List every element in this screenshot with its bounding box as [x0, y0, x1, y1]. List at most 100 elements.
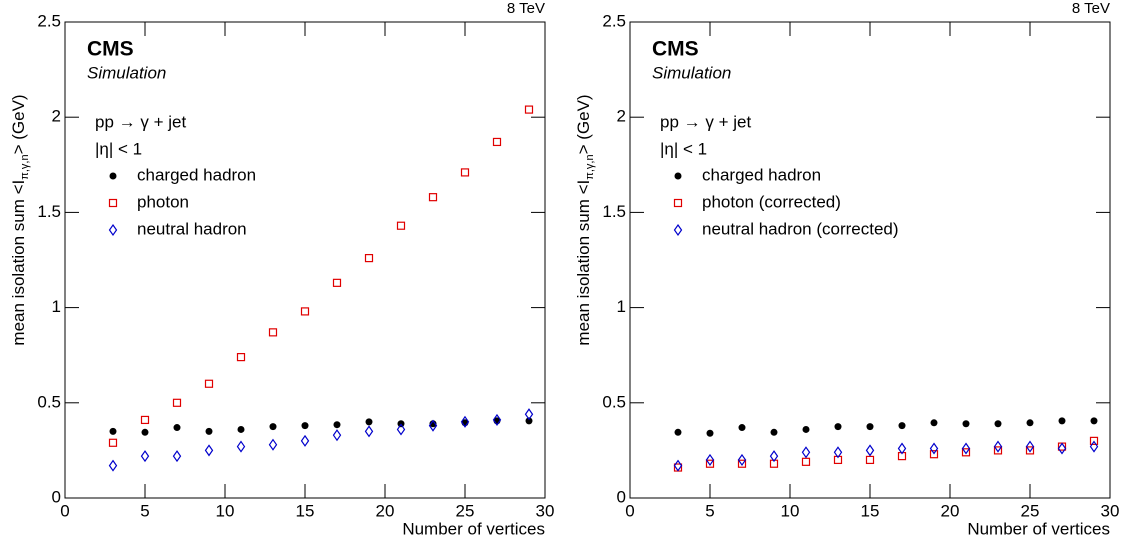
- x-tick-label: 30: [536, 501, 555, 520]
- legend-marker: [674, 172, 682, 180]
- legend-label: photon (corrected): [702, 192, 841, 211]
- annotation: pp → γ + jet: [95, 112, 186, 131]
- marker-square: [396, 221, 406, 230]
- marker-square: [428, 193, 438, 202]
- legend-marker: [108, 198, 118, 208]
- subtitle: Simulation: [87, 63, 166, 82]
- marker-square: [961, 448, 971, 457]
- y-tick-label: 0.5: [602, 392, 626, 411]
- marker-square: [300, 307, 310, 316]
- experiment-label: CMS: [87, 38, 134, 61]
- marker-square: [140, 415, 150, 425]
- x-axis-label: Number of vertices: [967, 519, 1110, 538]
- marker-square: [332, 278, 342, 287]
- marker-diamond: [1089, 440, 1099, 453]
- marker-square: [460, 168, 470, 177]
- y-tick-label: 2.5: [602, 11, 626, 30]
- y-tick-label: 1.5: [37, 202, 61, 221]
- marker-diamond: [108, 459, 118, 472]
- marker-diamond: [460, 415, 470, 428]
- panel: 0 5 10 15 20 25 30 0 0.5 1 1.5 2 2.5 8 TeV Number of v…: [574, 0, 1119, 538]
- marker-circle: [994, 420, 1002, 428]
- x-tick-label: 30: [1101, 501, 1120, 520]
- marker-circle: [237, 425, 245, 433]
- legend-marker: [673, 198, 683, 208]
- marker-diamond: [673, 459, 683, 472]
- y-axis-label-part: mean isolation sum <I: [574, 180, 593, 346]
- y-tick-label: 2.5: [37, 11, 61, 30]
- marker-diamond: [705, 453, 715, 466]
- marker-square: [268, 328, 278, 337]
- marker-square: [204, 379, 214, 388]
- x-tick-label: 25: [456, 501, 475, 520]
- energy-label: 8 TeV: [507, 0, 545, 17]
- marker-square: [236, 353, 246, 362]
- legend-marker: [108, 223, 118, 237]
- y-axis-label: mean isolation sum <Iπ,γ,n> (GeV): [574, 94, 595, 345]
- x-tick-label: 15: [861, 501, 880, 520]
- marker-diamond: [396, 423, 406, 436]
- marker-circle: [962, 420, 970, 428]
- legend-label: charged hadron: [137, 165, 256, 184]
- marker-diamond: [204, 444, 214, 457]
- subtitle: Simulation: [652, 63, 731, 82]
- marker-diamond: [332, 429, 342, 442]
- legend-marker: [673, 223, 683, 237]
- legend-label: neutral hadron (corrected): [702, 219, 899, 238]
- marker-circle: [738, 424, 746, 432]
- marker-circle: [173, 424, 181, 432]
- marker-diamond: [1025, 440, 1035, 453]
- x-tick-label: 0: [625, 501, 634, 520]
- marker-diamond: [140, 450, 150, 463]
- x-tick-label: 0: [60, 501, 69, 520]
- marker-diamond: [737, 453, 747, 466]
- x-tick-label: 5: [705, 501, 714, 520]
- y-tick-label: 0.5: [37, 392, 61, 411]
- marker-square: [364, 253, 374, 263]
- experiment-label: CMS: [652, 38, 699, 61]
- marker-square: [737, 459, 747, 468]
- marker-diamond: [524, 408, 534, 421]
- marker-square: [524, 105, 534, 114]
- y-axis-label-part: > (GeV): [9, 94, 28, 154]
- marker-circle: [674, 428, 682, 436]
- y-tick-label: 1: [52, 297, 61, 316]
- y-axis-label-part: > (GeV): [574, 94, 593, 154]
- marker-diamond: [929, 442, 939, 455]
- marker-diamond: [492, 413, 502, 426]
- marker-circle: [365, 418, 373, 426]
- marker-circle: [802, 425, 810, 433]
- marker-diamond: [1057, 442, 1067, 455]
- marker-diamond: [993, 440, 1003, 453]
- x-tick-label: 20: [941, 501, 960, 520]
- marker-diamond: [769, 450, 779, 463]
- x-tick-label: 15: [296, 501, 315, 520]
- marker-circle: [205, 427, 213, 435]
- marker-circle: [706, 429, 714, 437]
- marker-circle: [1026, 419, 1034, 427]
- marker-circle: [269, 423, 277, 431]
- marker-circle: [525, 417, 533, 425]
- y-tick-label: 2: [617, 107, 626, 126]
- y-tick-label: 0: [617, 487, 626, 506]
- marker-diamond: [364, 425, 374, 438]
- annotation: pp → γ + jet: [660, 112, 751, 131]
- marker-circle: [930, 419, 938, 427]
- marker-circle: [301, 422, 309, 430]
- marker-diamond: [236, 440, 246, 453]
- marker-square: [929, 450, 939, 459]
- marker-diamond: [865, 444, 875, 457]
- marker-circle: [898, 422, 906, 430]
- marker-circle: [429, 420, 437, 428]
- y-tick-label: 2: [52, 107, 61, 126]
- x-tick-label: 10: [216, 501, 235, 520]
- marker-diamond: [897, 442, 907, 455]
- marker-circle: [141, 428, 149, 436]
- marker-circle: [834, 423, 842, 431]
- y-axis-label-part: π,γ,n: [584, 154, 596, 179]
- x-tick-label: 5: [140, 501, 149, 520]
- legend-label: neutral hadron: [137, 219, 247, 238]
- panel: 0 5 10 15 20 25 30 0 0.5 1 1.5 2 2.5 8 TeV Number of v…: [9, 0, 554, 538]
- marker-diamond: [801, 446, 811, 459]
